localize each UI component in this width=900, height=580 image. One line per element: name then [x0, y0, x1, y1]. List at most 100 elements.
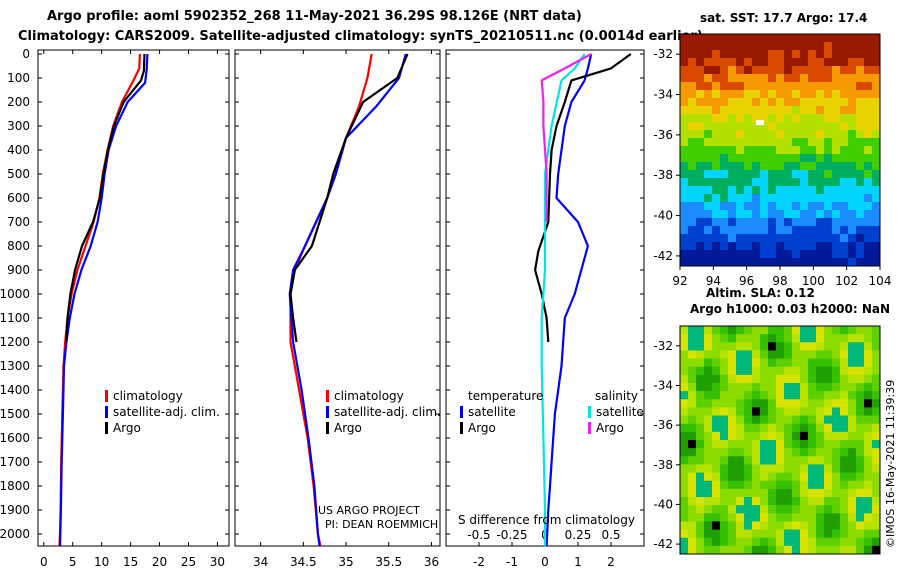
sst-cell — [776, 50, 785, 59]
sla-cell — [736, 431, 745, 441]
sst-cell — [768, 202, 777, 211]
sla-cell — [728, 334, 737, 343]
sst-cell — [776, 90, 785, 99]
sst-cell — [816, 138, 825, 147]
sla-cell — [816, 488, 825, 498]
sst-cell — [816, 186, 825, 195]
sla-cell — [864, 350, 873, 359]
sst-cell — [736, 98, 745, 107]
sst-cell — [752, 98, 761, 107]
sst-cell — [728, 210, 737, 219]
sst-cell — [872, 226, 881, 235]
sla-cell — [848, 391, 857, 400]
map-y-tick-label: -32 — [653, 47, 673, 61]
sst-cell — [792, 106, 801, 115]
series-line-satellite-adj-clim- — [288, 53, 407, 547]
sst-cell — [680, 122, 689, 131]
legend-sal-satellite: satellite — [596, 405, 644, 419]
sst-cell — [856, 106, 865, 115]
depth-tick-label: 1100 — [0, 311, 30, 325]
sla-cell — [752, 374, 761, 384]
sst-cell — [864, 130, 873, 139]
sst-cell — [760, 98, 769, 107]
sla-cell — [800, 456, 809, 465]
sst-cell — [680, 138, 689, 147]
sla-cell — [736, 440, 745, 449]
sst-cell — [696, 146, 705, 155]
sst-cell — [800, 50, 809, 59]
sla-cell — [752, 350, 761, 359]
sla-cell — [776, 366, 785, 376]
sst-cell — [808, 138, 817, 147]
sla-cell — [736, 545, 745, 555]
legend-swatch-satellite — [326, 406, 329, 418]
sst-cell — [696, 154, 705, 163]
sst-cell — [816, 106, 825, 115]
sst-cell — [704, 50, 713, 59]
sla-cell — [744, 383, 753, 392]
sst-cell — [808, 186, 817, 195]
sst-cell — [832, 186, 841, 195]
sst-cell — [776, 210, 785, 219]
sst-cell — [776, 202, 785, 211]
sst-cell — [808, 74, 817, 83]
sla-cell — [856, 529, 865, 539]
sla-cell — [720, 521, 729, 530]
sla-cell — [712, 440, 721, 449]
sla-cell — [864, 488, 873, 498]
sla-cell — [696, 431, 705, 441]
sst-cell — [872, 66, 881, 75]
sst-cell — [712, 242, 721, 251]
sst-cell — [728, 114, 737, 123]
sst-cell — [832, 226, 841, 235]
sla-cell — [712, 407, 721, 416]
sst-cell — [776, 82, 785, 91]
sla-cell — [800, 521, 809, 530]
sla-cell — [792, 529, 801, 539]
sla-cell — [752, 334, 761, 343]
sst-cell — [760, 162, 769, 171]
sst-cell — [736, 226, 745, 235]
sst-cell — [872, 186, 881, 195]
sst-cell — [776, 162, 785, 171]
sla-cell — [688, 537, 697, 547]
sla-cell — [840, 472, 849, 482]
sla-cell — [808, 431, 817, 441]
series-line-climatology — [58, 53, 141, 547]
sla-cell — [776, 431, 785, 441]
series-line-temperature-satellite — [545, 53, 593, 547]
sla-cell — [696, 334, 705, 343]
sst-cell — [752, 226, 761, 235]
sla-cell — [864, 399, 873, 408]
x-tick-label: 34 — [253, 555, 268, 569]
sla-cell — [824, 448, 833, 457]
sst-cell — [712, 210, 721, 219]
sla-cell — [768, 415, 777, 425]
sla-cell — [856, 423, 865, 433]
sst-cell — [752, 242, 761, 251]
sla-cell — [736, 529, 745, 539]
sla-cell — [872, 374, 881, 384]
sst-cell — [712, 258, 721, 267]
difference-xlabel: S difference from climatology — [458, 513, 635, 527]
sla-cell — [800, 488, 809, 498]
sst-cell — [776, 138, 785, 147]
sla-cell — [744, 448, 753, 457]
sst-cell — [680, 258, 689, 267]
sla-cell — [784, 537, 793, 547]
legend-climatology: climatology — [334, 389, 404, 403]
sla-cell — [752, 326, 761, 335]
sla-cell — [696, 391, 705, 400]
sst-cell — [720, 202, 729, 211]
sst-cell — [840, 218, 849, 227]
sla-cell — [768, 513, 777, 522]
x-tick-label: 20 — [152, 555, 167, 569]
sla-cell — [712, 505, 721, 514]
sst-cell — [688, 218, 697, 227]
sla-cell — [704, 383, 713, 392]
sst-cell — [696, 226, 705, 235]
sst-cell — [752, 170, 761, 179]
sla-cell — [744, 464, 753, 473]
sla-cell — [768, 342, 777, 351]
